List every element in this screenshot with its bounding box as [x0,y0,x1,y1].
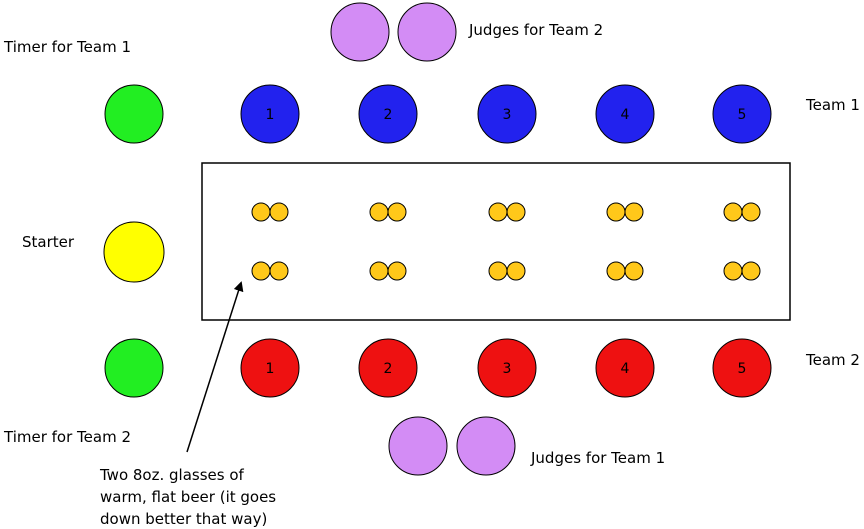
team1-player-5-number: 5 [738,107,747,123]
team2-player-1-number: 1 [266,361,275,377]
team2-player-4-circle [595,338,655,398]
beer-glass-row1-col3-2 [506,202,526,222]
team1-player-5-circle [712,84,772,144]
team1-player-1-circle [240,84,300,144]
beer-glass-row1-col5-1 [723,202,743,222]
team2-player-1-circle [240,338,300,398]
beer-glass-row1-col2-1 [369,202,389,222]
beer-note-line-3: down better that way) [100,510,267,528]
beer-glass-row2-col5-2 [741,261,761,281]
beer-glass-row1-col2-2 [387,202,407,222]
team1-player-3-number: 3 [503,107,512,123]
beer-glass-row1-col4-2 [624,202,644,222]
beer-glass-row1-col3-1 [488,202,508,222]
team1-row: 1 2 3 4 5 [240,84,772,144]
beer-glass-row2-col2-1 [369,261,389,281]
team2-player-3-number: 3 [503,361,512,377]
beer-glass-row2-col4-1 [606,261,626,281]
beer-glass-row2-col4-2 [624,261,644,281]
beer-note-line-1: Two 8oz. glasses of [99,466,245,484]
beer-note-arrow [186,281,244,453]
beer-glass-row1-col4-1 [606,202,626,222]
timer-team1-label: Timer for Team 1 [3,38,131,56]
judges-team2-label: Judges for Team 2 [468,21,603,39]
judges-team1-label: Judges for Team 1 [530,449,665,467]
timer-team2-label: Timer for Team 2 [3,428,131,446]
team1-player-2-number: 2 [384,107,393,123]
team1-player-4-circle [595,84,655,144]
team2-row: 1 2 3 4 5 [240,338,772,398]
team2-label: Team 2 [805,351,860,369]
beer-note-line-2: warm, flat beer (it goes [100,488,276,506]
judge-team2-circle-a [330,2,390,62]
team2-player-5-number: 5 [738,361,747,377]
team2-player-4-number: 4 [621,361,630,377]
team2-player-3-circle [477,338,537,398]
beer-glass-row1-col1-2 [269,202,289,222]
beer-glass-row2-col3-2 [506,261,526,281]
judge-team2-circle-b [397,2,457,62]
beer-glass-row1-col1-1 [251,202,271,222]
beer-glass-row1-col5-2 [741,202,761,222]
beer-glass-row2-col2-2 [387,261,407,281]
beer-glass-row2-col3-1 [488,261,508,281]
beer-glass-row2-col5-1 [723,261,743,281]
starter-circle [103,221,165,283]
team2-player-2-circle [358,338,418,398]
beer-glasses [251,202,761,281]
timer-team1-circle [104,84,164,144]
team1-player-1-number: 1 [266,107,275,123]
team1-label: Team 1 [805,96,860,114]
timer-team2-circle [104,338,164,398]
team1-player-3-circle [477,84,537,144]
beer-glass-row2-col1-1 [251,261,271,281]
team2-player-2-number: 2 [384,361,393,377]
team1-player-2-circle [358,84,418,144]
team1-player-4-number: 4 [621,107,630,123]
team2-player-5-circle [712,338,772,398]
table [201,162,791,321]
beer-glass-row2-col1-2 [269,261,289,281]
judge-team1-circle-a [388,416,448,476]
starter-label: Starter [22,233,75,251]
judge-team1-circle-b [456,416,516,476]
